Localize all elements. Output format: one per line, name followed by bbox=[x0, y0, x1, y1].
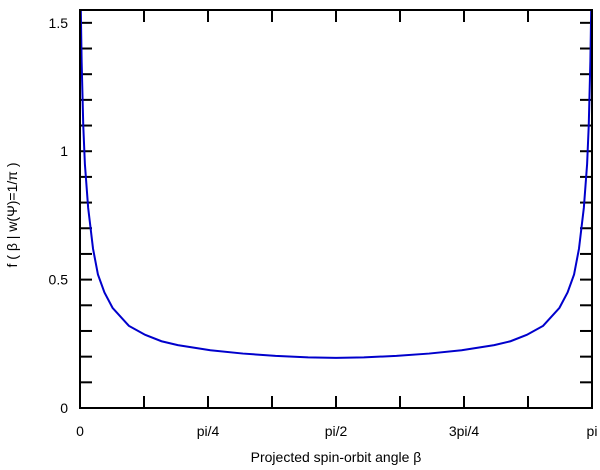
data-line bbox=[79, 9, 593, 359]
y-axis-label: f ( β | w(Ψ)=1/π ) bbox=[4, 163, 20, 268]
x-tick-label: 3pi/4 bbox=[449, 423, 480, 439]
x-tick-label: pi/2 bbox=[325, 423, 348, 439]
x-tick-label: pi bbox=[587, 423, 598, 439]
y-tick-label: 1 bbox=[60, 143, 68, 159]
x-axis-label: Projected spin-orbit angle β bbox=[251, 449, 422, 465]
x-tick-label: 0 bbox=[76, 423, 84, 439]
y-tick-label: 0 bbox=[60, 400, 68, 416]
x-tick-label: pi/4 bbox=[197, 423, 220, 439]
y-tick-label: 0.5 bbox=[49, 272, 69, 288]
y-tick-label: 1.5 bbox=[49, 15, 69, 31]
plot-frame bbox=[79, 9, 593, 409]
